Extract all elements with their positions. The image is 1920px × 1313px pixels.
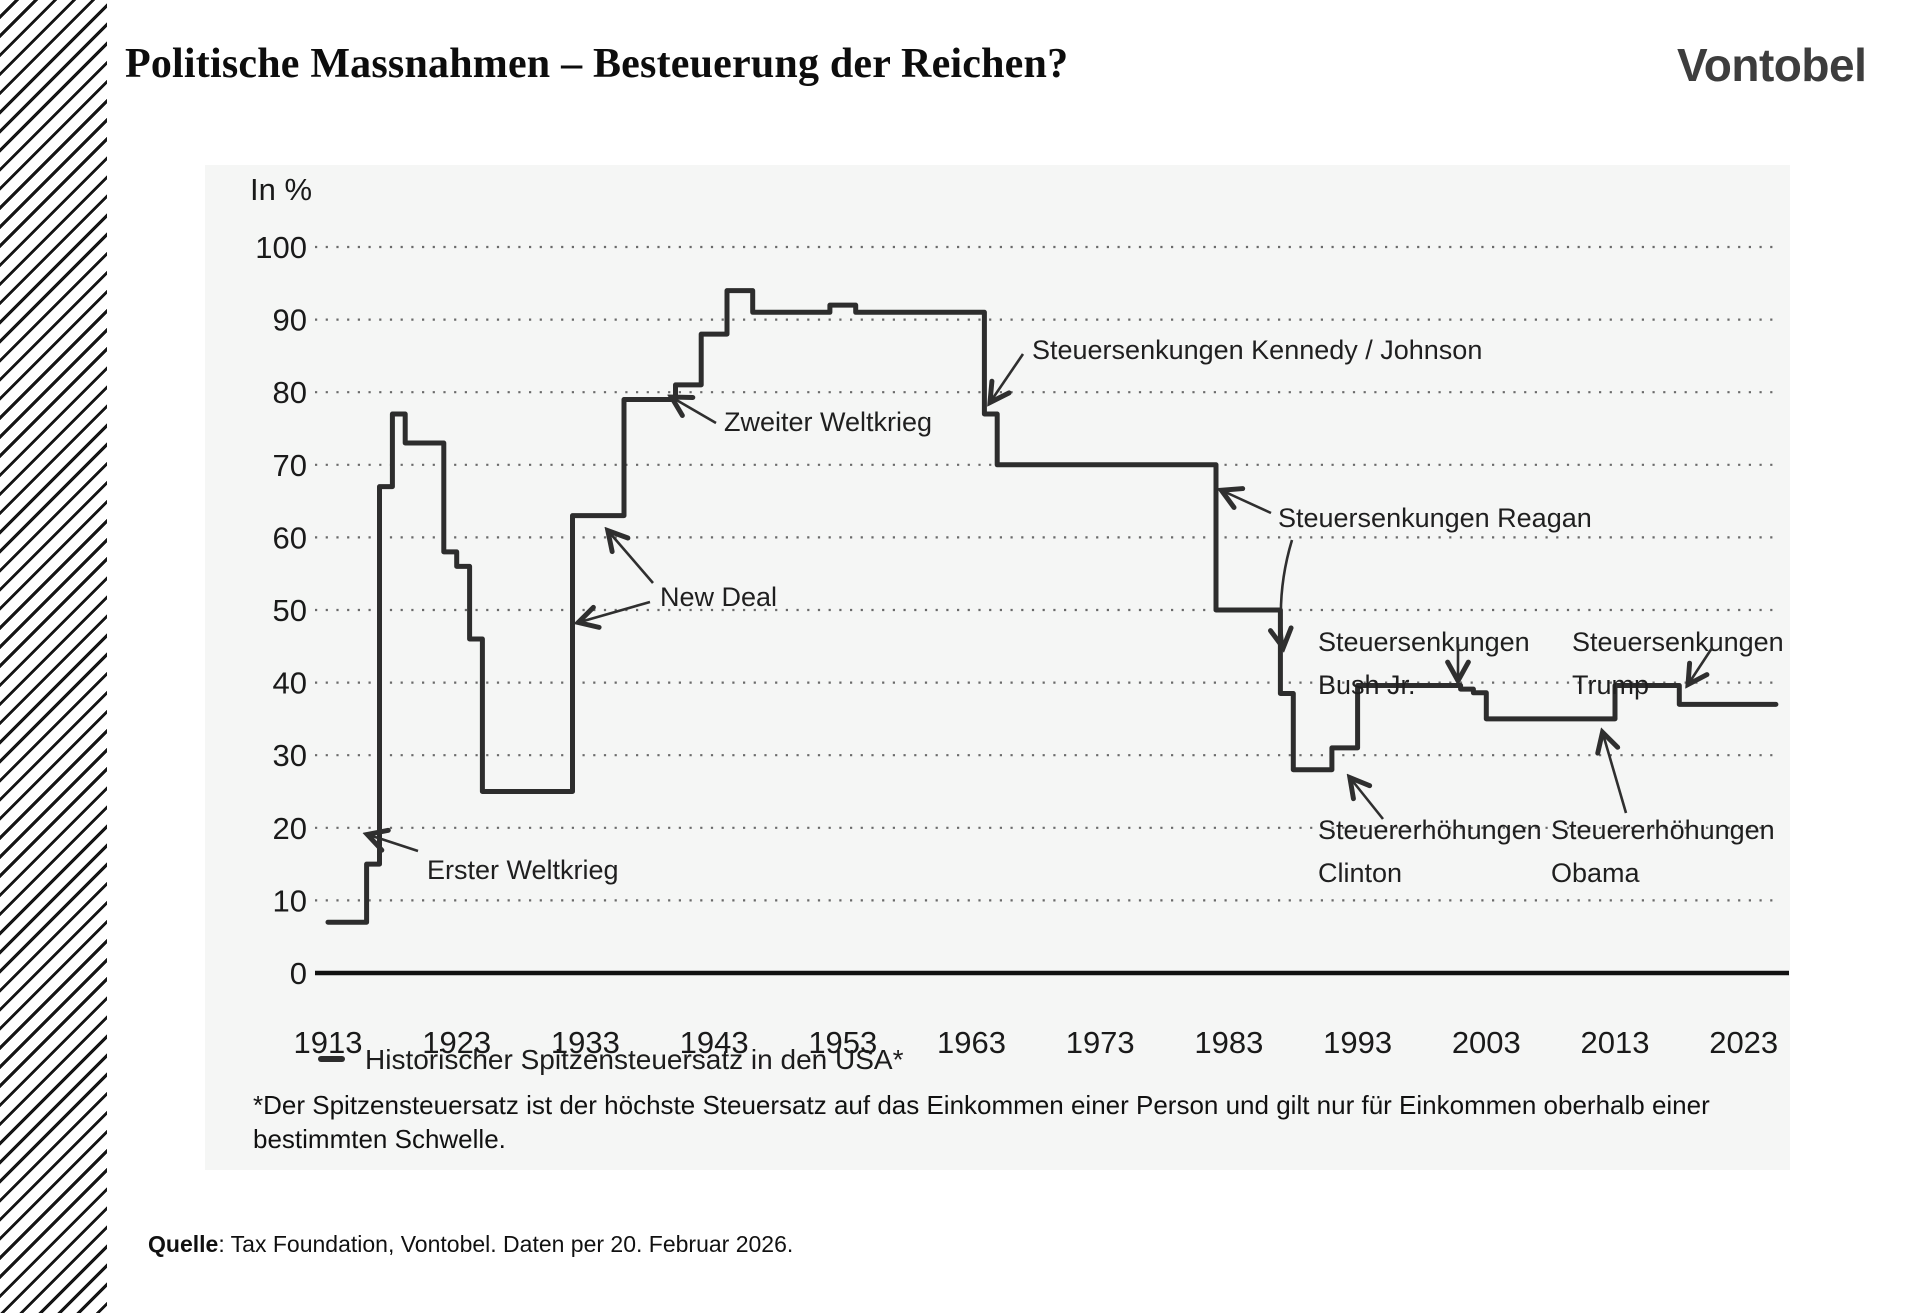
x-tick-label-1913: 1913 <box>294 1025 363 1060</box>
top-tax-rate-line <box>325 288 1779 925</box>
chart-panel <box>205 165 1790 1170</box>
annotation-steuererhoehungen-obama: Obama <box>1551 858 1641 888</box>
source-text: : Tax Foundation, Vontobel. Daten per 20… <box>218 1231 794 1257</box>
legend-line-swatch <box>318 1056 345 1062</box>
y-tick-label-10: 10 <box>273 883 307 918</box>
y-tick-label-30: 30 <box>273 738 307 773</box>
source-label: Quelle <box>148 1231 219 1257</box>
y-tick-label-80: 80 <box>273 375 307 410</box>
annotation-steuererhoehungen-obama: Steuererhöhungen <box>1551 815 1775 845</box>
annotation-arrow-steuersenkungen-reagan-1 <box>1281 539 1292 646</box>
x-tick-label-1923: 1923 <box>422 1025 491 1060</box>
x-tick-label-1953: 1953 <box>808 1025 877 1060</box>
page-title: Politische Massnahmen – Besteuerung der … <box>125 41 1069 87</box>
decorative-hatch-band <box>0 0 107 1313</box>
chart-legend: Historischer Spitzensteuersatz in den US… <box>318 1044 903 1076</box>
annotation-steuersenkungen-trump: Trump <box>1572 670 1649 700</box>
annotation-arrow-steuersenkungen-kennedy-johnson-0 <box>991 353 1025 401</box>
y-tick-label-0: 0 <box>290 956 307 991</box>
y-tick-label-40: 40 <box>273 666 307 701</box>
y-tick-label-50: 50 <box>273 593 307 628</box>
vontobel-logo: Vontobel <box>1677 39 1867 91</box>
x-tick-label-1943: 1943 <box>680 1025 749 1060</box>
annotation-arrow-erster-weltkrieg-0 <box>369 835 419 851</box>
x-tick-label-1983: 1983 <box>1194 1025 1263 1060</box>
x-tick-label-2023: 2023 <box>1709 1025 1778 1060</box>
y-tick-label-60: 60 <box>273 520 307 555</box>
annotation-arrow-steuersenkungen-reagan-0 <box>1223 491 1272 515</box>
annotation-new-deal: New Deal <box>660 582 777 612</box>
y-tick-label-90: 90 <box>273 303 307 338</box>
annotation-arrow-new-deal-0 <box>609 532 654 584</box>
x-tick-label-2003: 2003 <box>1452 1025 1521 1060</box>
legend-label: Historischer Spitzensteuersatz in den US… <box>365 1044 904 1075</box>
annotation-steuersenkungen-bush-jr: Bush Jr. <box>1318 670 1416 700</box>
annotation-arrow-new-deal-1 <box>580 600 651 622</box>
annotation-zweiter-weltkrieg: Zweiter Weltkrieg <box>724 407 932 437</box>
chart-footnote: *Der Spitzensteuersatz ist der höchste S… <box>253 1088 1783 1156</box>
x-tick-label-1933: 1933 <box>551 1025 620 1060</box>
y-tick-label-70: 70 <box>273 448 307 483</box>
annotation-arrow-steuererhoehungen-clinton-0 <box>1351 779 1385 820</box>
x-tick-label-1963: 1963 <box>937 1025 1006 1060</box>
x-tick-label-2013: 2013 <box>1581 1025 1650 1060</box>
annotation-arrow-steuersenkungen-trump-0 <box>1689 647 1714 683</box>
y-axis-unit-label: In % <box>250 172 312 207</box>
annotation-steuersenkungen-kennedy-johnson: Steuersenkungen Kennedy / Johnson <box>1032 335 1482 365</box>
annotation-erster-weltkrieg: Erster Weltkrieg <box>427 855 619 885</box>
annotation-steuererhoehungen-clinton: Steuererhöhungen <box>1318 815 1542 845</box>
source-line: Quelle: Tax Foundation, Vontobel. Daten … <box>148 1231 793 1258</box>
annotation-steuersenkungen-trump: Steuersenkungen <box>1572 627 1784 657</box>
x-tick-label-1973: 1973 <box>1066 1025 1135 1060</box>
x-tick-label-1993: 1993 <box>1323 1025 1392 1060</box>
annotation-steuersenkungen-reagan: Steuersenkungen Reagan <box>1278 503 1592 533</box>
y-tick-label-20: 20 <box>273 811 307 846</box>
footnote-line-2: bestimmten Schwelle. <box>253 1124 506 1154</box>
annotation-arrow-steuererhoehungen-obama-0 <box>1603 734 1628 814</box>
annotation-steuererhoehungen-clinton: Clinton <box>1318 858 1402 888</box>
y-tick-label-100: 100 <box>255 230 307 265</box>
annotation-steuersenkungen-bush-jr: Steuersenkungen <box>1318 627 1530 657</box>
annotation-arrow-zweiter-weltkrieg-0 <box>673 398 717 425</box>
footnote-line-1: *Der Spitzensteuersatz ist der höchste S… <box>253 1090 1710 1120</box>
